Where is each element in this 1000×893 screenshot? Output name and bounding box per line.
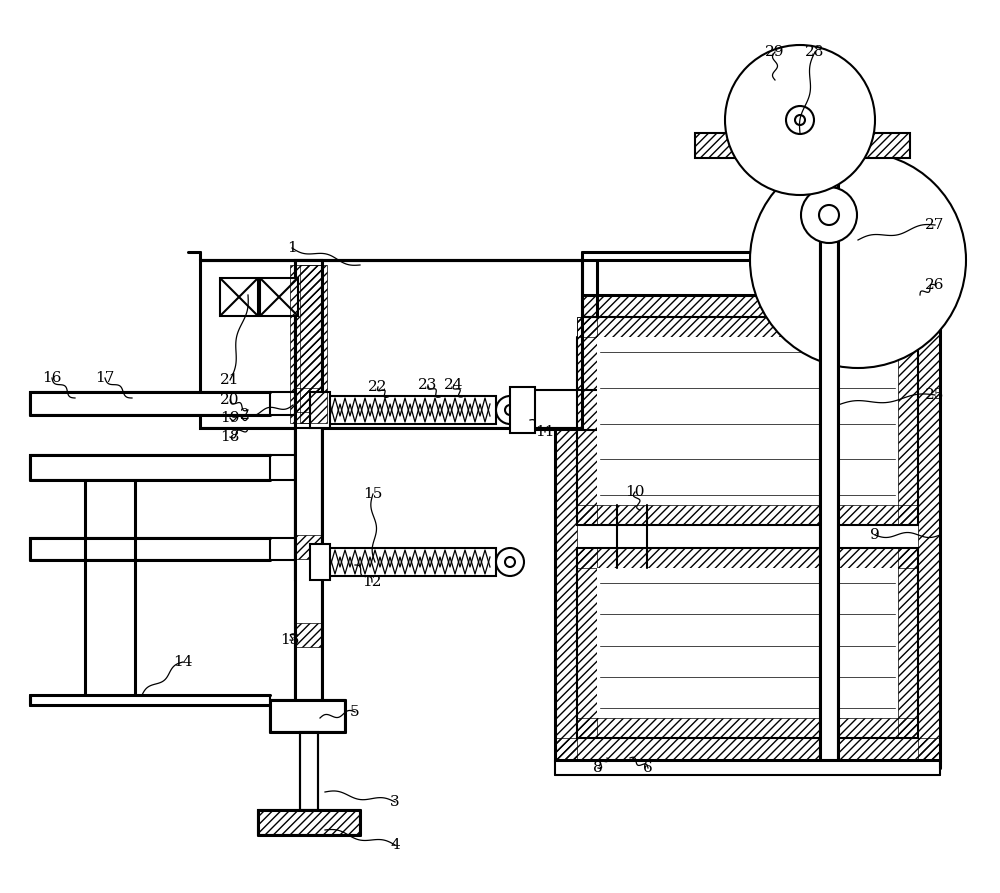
Text: 2: 2	[240, 408, 250, 422]
Bar	[577, 505, 918, 525]
Bar	[555, 295, 577, 760]
Text: 4: 4	[390, 838, 400, 852]
Bar	[260, 278, 298, 316]
Bar	[555, 295, 940, 760]
Text: 10: 10	[625, 485, 645, 499]
Bar	[577, 317, 918, 525]
Circle shape	[505, 557, 515, 567]
Bar	[200, 260, 582, 428]
Text: 17: 17	[95, 371, 115, 385]
Text: 23: 23	[418, 378, 438, 392]
Bar	[310, 544, 330, 580]
Circle shape	[496, 396, 524, 424]
Bar	[555, 738, 940, 760]
Circle shape	[750, 152, 966, 368]
Text: 19: 19	[220, 411, 240, 425]
Text: 20: 20	[220, 393, 240, 407]
Text: 8: 8	[593, 761, 603, 775]
Text: 25: 25	[925, 388, 945, 402]
Text: 1: 1	[287, 241, 297, 255]
Bar	[258, 810, 360, 835]
Text: 5: 5	[350, 705, 360, 719]
Bar	[295, 260, 322, 715]
Text: 18: 18	[220, 430, 240, 444]
Bar	[30, 538, 270, 560]
Text: 9: 9	[870, 528, 880, 542]
Bar	[30, 455, 270, 480]
Bar	[820, 155, 838, 760]
Bar	[577, 548, 918, 738]
Text: 12: 12	[362, 575, 382, 589]
Text: 27: 27	[925, 218, 945, 232]
Text: 24: 24	[444, 378, 464, 392]
Bar	[295, 388, 322, 412]
Circle shape	[786, 106, 814, 134]
Bar	[258, 810, 360, 835]
Bar	[695, 133, 910, 158]
Text: 22: 22	[368, 380, 388, 394]
Bar	[295, 623, 322, 647]
Bar	[918, 295, 940, 760]
Bar	[270, 700, 345, 732]
Bar	[597, 568, 898, 718]
Bar	[30, 392, 270, 415]
Bar	[295, 535, 322, 559]
Circle shape	[496, 548, 524, 576]
Circle shape	[819, 205, 839, 225]
Bar	[577, 317, 918, 337]
Bar	[577, 718, 918, 738]
Bar	[300, 732, 318, 810]
Text: 14: 14	[173, 655, 193, 669]
Text: 3: 3	[390, 795, 400, 809]
Text: 15: 15	[363, 487, 383, 501]
Text: 6: 6	[643, 761, 653, 775]
Bar	[898, 548, 918, 738]
Circle shape	[725, 45, 875, 195]
Text: 16: 16	[42, 371, 62, 385]
Bar	[695, 133, 910, 158]
Bar	[577, 548, 918, 568]
Text: 11: 11	[535, 425, 555, 439]
Circle shape	[801, 187, 857, 243]
Bar	[577, 548, 597, 738]
Bar	[290, 265, 327, 423]
Bar	[220, 278, 258, 316]
Text: 29: 29	[765, 45, 785, 59]
Bar	[555, 295, 940, 317]
Bar	[898, 317, 918, 525]
Bar	[300, 265, 322, 423]
Circle shape	[795, 115, 805, 125]
Bar	[328, 548, 496, 576]
Text: 26: 26	[925, 278, 945, 292]
Bar	[310, 392, 330, 428]
Circle shape	[505, 405, 515, 415]
Bar	[597, 337, 898, 505]
Bar	[577, 317, 597, 525]
Text: 21: 21	[220, 373, 240, 387]
Bar	[510, 387, 535, 433]
Text: 28: 28	[805, 45, 825, 59]
Text: 13: 13	[280, 633, 300, 647]
Bar	[328, 396, 496, 424]
